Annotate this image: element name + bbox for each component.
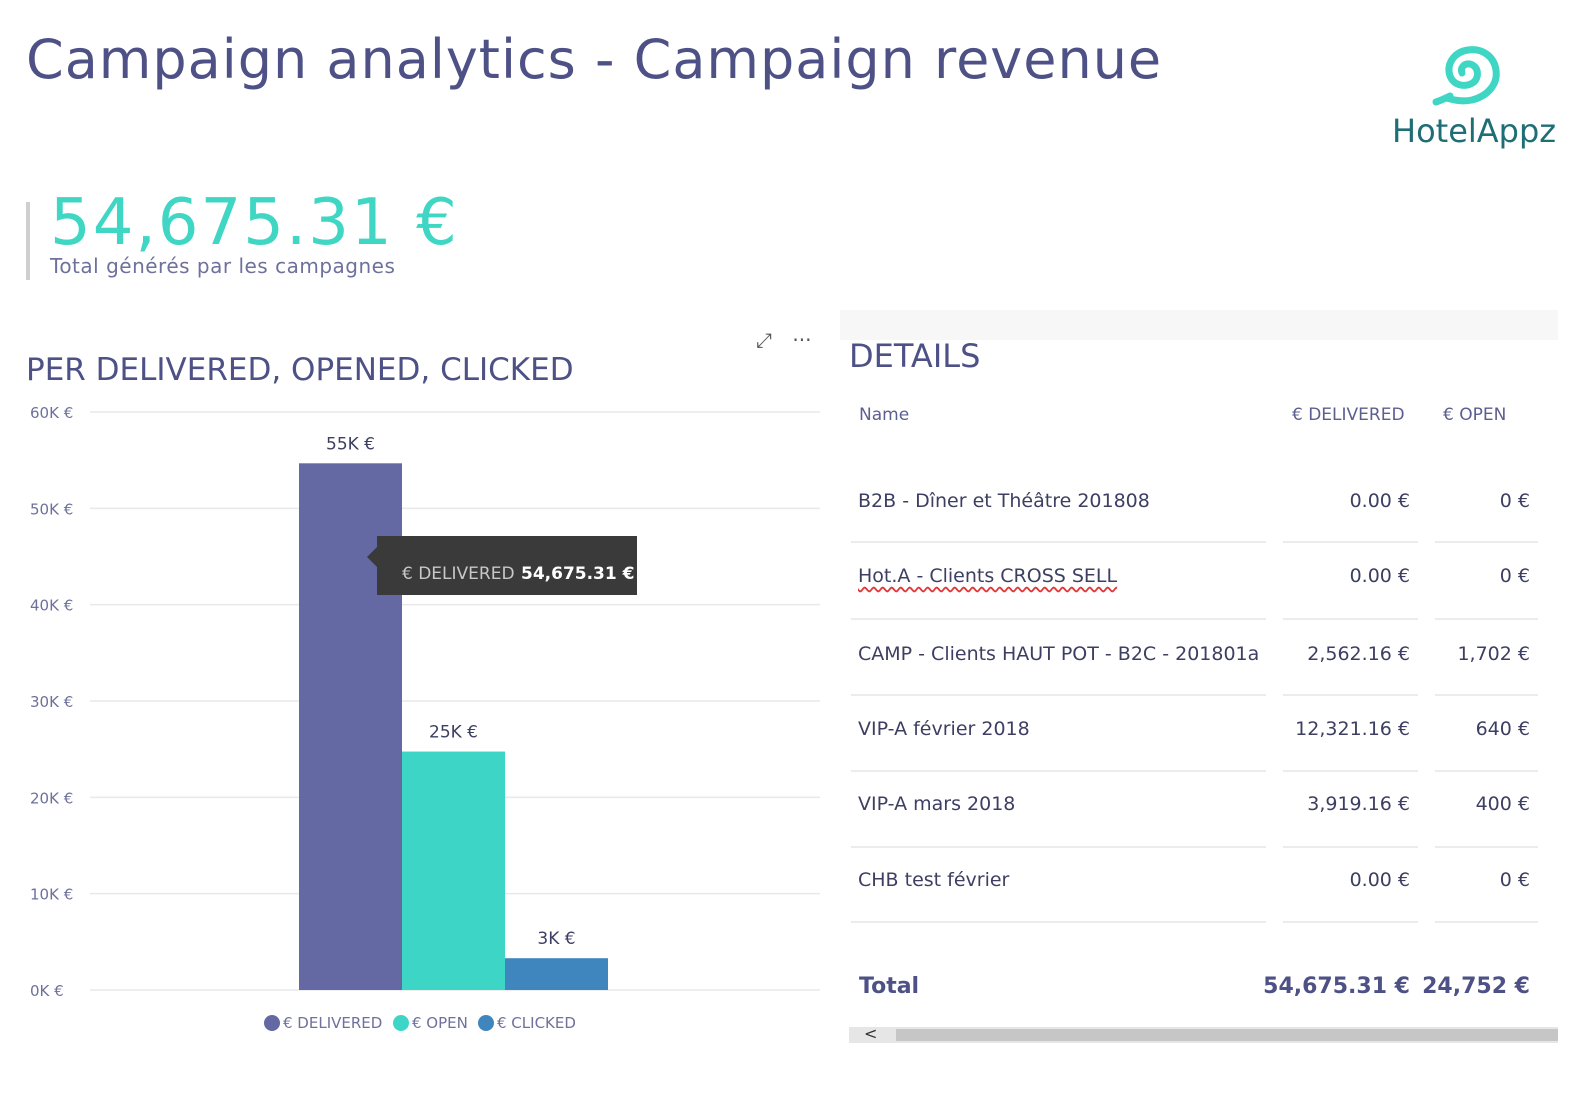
y-tick-label: 50K €: [30, 500, 73, 518]
legend-marker-icon: [264, 1015, 280, 1031]
y-tick-label: 60K €: [30, 404, 73, 422]
tooltip-value: 54,675.31 €: [521, 564, 634, 584]
y-tick-label: 20K €: [30, 789, 73, 807]
row-divider: [1435, 921, 1538, 923]
table-cell-name: B2B - Dîner et Théâtre 201808: [858, 490, 1150, 512]
table-cell-delivered: 2,562.16 €: [1307, 643, 1410, 665]
table-cell-name: CHB test février: [858, 869, 1010, 891]
legend-label: € DELIVERED: [283, 1014, 382, 1032]
bar-2: [505, 958, 608, 990]
legend-label: € OPEN: [412, 1014, 468, 1032]
swirl-logo-icon: [1432, 46, 1500, 106]
row-divider: [851, 694, 1266, 696]
total-label: Total: [859, 974, 920, 999]
row-divider: [851, 541, 1266, 543]
table-cell-delivered: 3,919.16 €: [1307, 793, 1410, 815]
legend-marker-icon: [393, 1015, 409, 1031]
row-divider: [851, 618, 1266, 620]
y-tick-label: 10K €: [30, 886, 73, 904]
table-cell-name: VIP-A mars 2018: [858, 793, 1016, 815]
table-cell-delivered: 12,321.16 €: [1295, 718, 1410, 740]
row-divider: [851, 770, 1266, 772]
row-divider: [1283, 770, 1418, 772]
row-divider: [851, 921, 1266, 923]
details-title: DETAILS: [849, 337, 981, 375]
focus-mode-icon[interactable]: ⤢: [756, 328, 772, 352]
kpi-total-label: Total générés par les campagnes: [50, 254, 396, 278]
column-header-delivered[interactable]: € DELIVERED: [1292, 405, 1405, 425]
details-panel: [840, 310, 1558, 1060]
table-cell-open: 0 €: [1499, 869, 1530, 891]
table-cell-delivered: 0.00 €: [1349, 490, 1410, 512]
kpi-accent-bar: [26, 202, 30, 280]
legend-label: € CLICKED: [497, 1014, 576, 1032]
y-tick-label: 30K €: [30, 693, 73, 711]
chart-title: PER DELIVERED, OPENED, CLICKED: [26, 352, 574, 388]
page-title: Campaign analytics - Campaign revenue: [26, 28, 1163, 91]
tooltip-box: [377, 536, 637, 595]
table-cell-name: CAMP - Clients HAUT POT - B2C - 201801a: [858, 643, 1260, 665]
column-header-open[interactable]: € OPEN: [1443, 405, 1507, 425]
row-divider: [1283, 541, 1418, 543]
row-divider: [1435, 770, 1538, 772]
hotelappz-logo: [1388, 44, 1548, 164]
data-label: 25K €: [429, 723, 478, 743]
logo-wordmark: HotelAppz: [1392, 112, 1557, 150]
table-cell-open: 640 €: [1475, 718, 1530, 740]
table-cell-open: 400 €: [1475, 793, 1530, 815]
bar-chart: 0K € 10K € 20K € 30K € 40K € 50K € 60K € 55K € 2…: [30, 404, 820, 1032]
row-divider: [1435, 694, 1538, 696]
y-tick-label: 40K €: [30, 597, 73, 615]
data-label: 3K €: [537, 929, 575, 949]
row-divider: [1283, 618, 1418, 620]
legend-marker-icon: [478, 1015, 494, 1031]
row-divider: [1283, 921, 1418, 923]
scroll-left-arrow-icon[interactable]: <: [864, 1024, 878, 1043]
table-cell-name: VIP-A février 2018: [858, 718, 1030, 740]
scrollbar-thumb[interactable]: [896, 1029, 1558, 1041]
table-cell-delivered: 0.00 €: [1349, 565, 1410, 587]
row-divider: [1435, 541, 1538, 543]
details-header-band: [840, 310, 1558, 340]
chart-toolbar: ⤢ ···: [756, 328, 825, 352]
row-divider: [1435, 846, 1538, 848]
table-cell-open: 1,702 €: [1457, 643, 1530, 665]
table-cell-name: Hot.A - Clients CROSS SELL: [858, 565, 1118, 587]
table-cell-delivered: 0.00 €: [1349, 869, 1410, 891]
tooltip-series-label: € DELIVERED: [402, 564, 515, 584]
table-cell-open: 0 €: [1499, 490, 1530, 512]
more-options-icon[interactable]: ···: [792, 328, 812, 352]
total-open: 24,752 €: [1422, 974, 1530, 999]
row-divider: [1435, 618, 1538, 620]
row-divider: [1283, 694, 1418, 696]
data-label: 55K €: [326, 434, 375, 454]
bar-1: [402, 751, 505, 990]
y-tick-label: 0K €: [30, 982, 64, 1000]
tooltip-pointer: [367, 546, 378, 568]
column-header-name[interactable]: Name: [859, 405, 910, 425]
row-divider: [1283, 846, 1418, 848]
kpi-total-value: 54,675.31 €: [50, 186, 459, 260]
table-cell-open: 0 €: [1499, 565, 1530, 587]
row-divider: [851, 846, 1266, 848]
total-delivered: 54,675.31 €: [1263, 974, 1410, 999]
